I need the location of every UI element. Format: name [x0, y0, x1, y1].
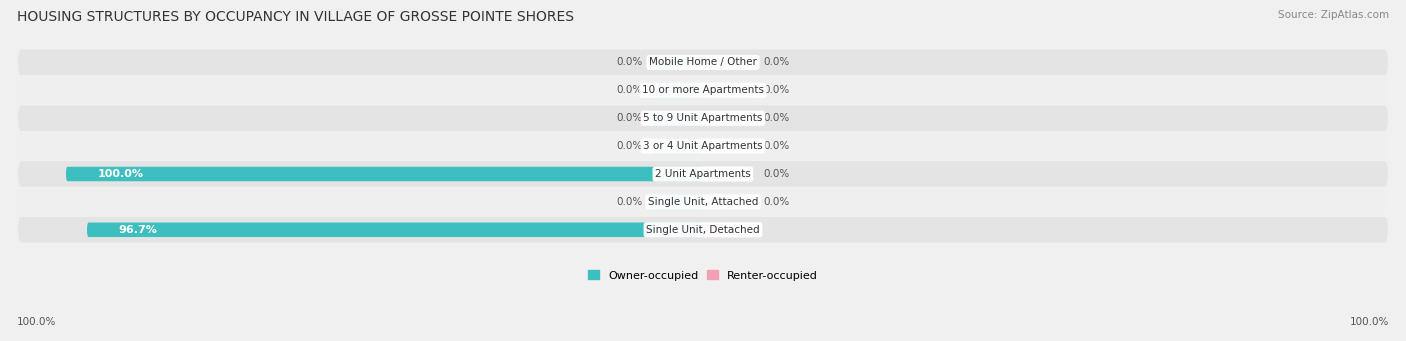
FancyBboxPatch shape: [18, 217, 1388, 242]
Text: Mobile Home / Other: Mobile Home / Other: [650, 57, 756, 68]
Text: 0.0%: 0.0%: [763, 141, 790, 151]
FancyBboxPatch shape: [652, 55, 703, 70]
Text: 0.0%: 0.0%: [763, 197, 790, 207]
Text: 2 Unit Apartments: 2 Unit Apartments: [655, 169, 751, 179]
FancyBboxPatch shape: [703, 83, 754, 98]
Text: 0.0%: 0.0%: [616, 57, 643, 68]
Text: 100.0%: 100.0%: [1350, 317, 1389, 327]
Text: 0.0%: 0.0%: [763, 57, 790, 68]
FancyBboxPatch shape: [703, 111, 754, 125]
Text: 96.7%: 96.7%: [120, 225, 157, 235]
Text: Single Unit, Detached: Single Unit, Detached: [647, 225, 759, 235]
FancyBboxPatch shape: [703, 223, 724, 237]
FancyBboxPatch shape: [18, 77, 1388, 103]
Text: Single Unit, Attached: Single Unit, Attached: [648, 197, 758, 207]
FancyBboxPatch shape: [66, 167, 703, 181]
Text: 0.0%: 0.0%: [763, 85, 790, 95]
Text: 0.0%: 0.0%: [616, 113, 643, 123]
Text: 100.0%: 100.0%: [17, 317, 56, 327]
Text: 10 or more Apartments: 10 or more Apartments: [643, 85, 763, 95]
Text: 0.0%: 0.0%: [616, 85, 643, 95]
Text: Source: ZipAtlas.com: Source: ZipAtlas.com: [1278, 10, 1389, 20]
FancyBboxPatch shape: [652, 139, 703, 153]
FancyBboxPatch shape: [652, 83, 703, 98]
Text: 0.0%: 0.0%: [616, 141, 643, 151]
FancyBboxPatch shape: [703, 195, 754, 209]
FancyBboxPatch shape: [652, 195, 703, 209]
Text: 3 or 4 Unit Apartments: 3 or 4 Unit Apartments: [643, 141, 763, 151]
Text: 5 to 9 Unit Apartments: 5 to 9 Unit Apartments: [644, 113, 762, 123]
FancyBboxPatch shape: [703, 167, 754, 181]
Text: HOUSING STRUCTURES BY OCCUPANCY IN VILLAGE OF GROSSE POINTE SHORES: HOUSING STRUCTURES BY OCCUPANCY IN VILLA…: [17, 10, 574, 24]
FancyBboxPatch shape: [703, 139, 754, 153]
FancyBboxPatch shape: [87, 223, 703, 237]
FancyBboxPatch shape: [652, 111, 703, 125]
FancyBboxPatch shape: [703, 55, 754, 70]
Text: 0.0%: 0.0%: [763, 113, 790, 123]
FancyBboxPatch shape: [18, 161, 1388, 187]
FancyBboxPatch shape: [18, 49, 1388, 75]
FancyBboxPatch shape: [18, 133, 1388, 159]
FancyBboxPatch shape: [18, 189, 1388, 215]
Text: 3.3%: 3.3%: [734, 225, 761, 235]
FancyBboxPatch shape: [18, 105, 1388, 131]
Text: 100.0%: 100.0%: [98, 169, 143, 179]
Text: 0.0%: 0.0%: [616, 197, 643, 207]
Text: 0.0%: 0.0%: [763, 169, 790, 179]
Legend: Owner-occupied, Renter-occupied: Owner-occupied, Renter-occupied: [583, 266, 823, 285]
